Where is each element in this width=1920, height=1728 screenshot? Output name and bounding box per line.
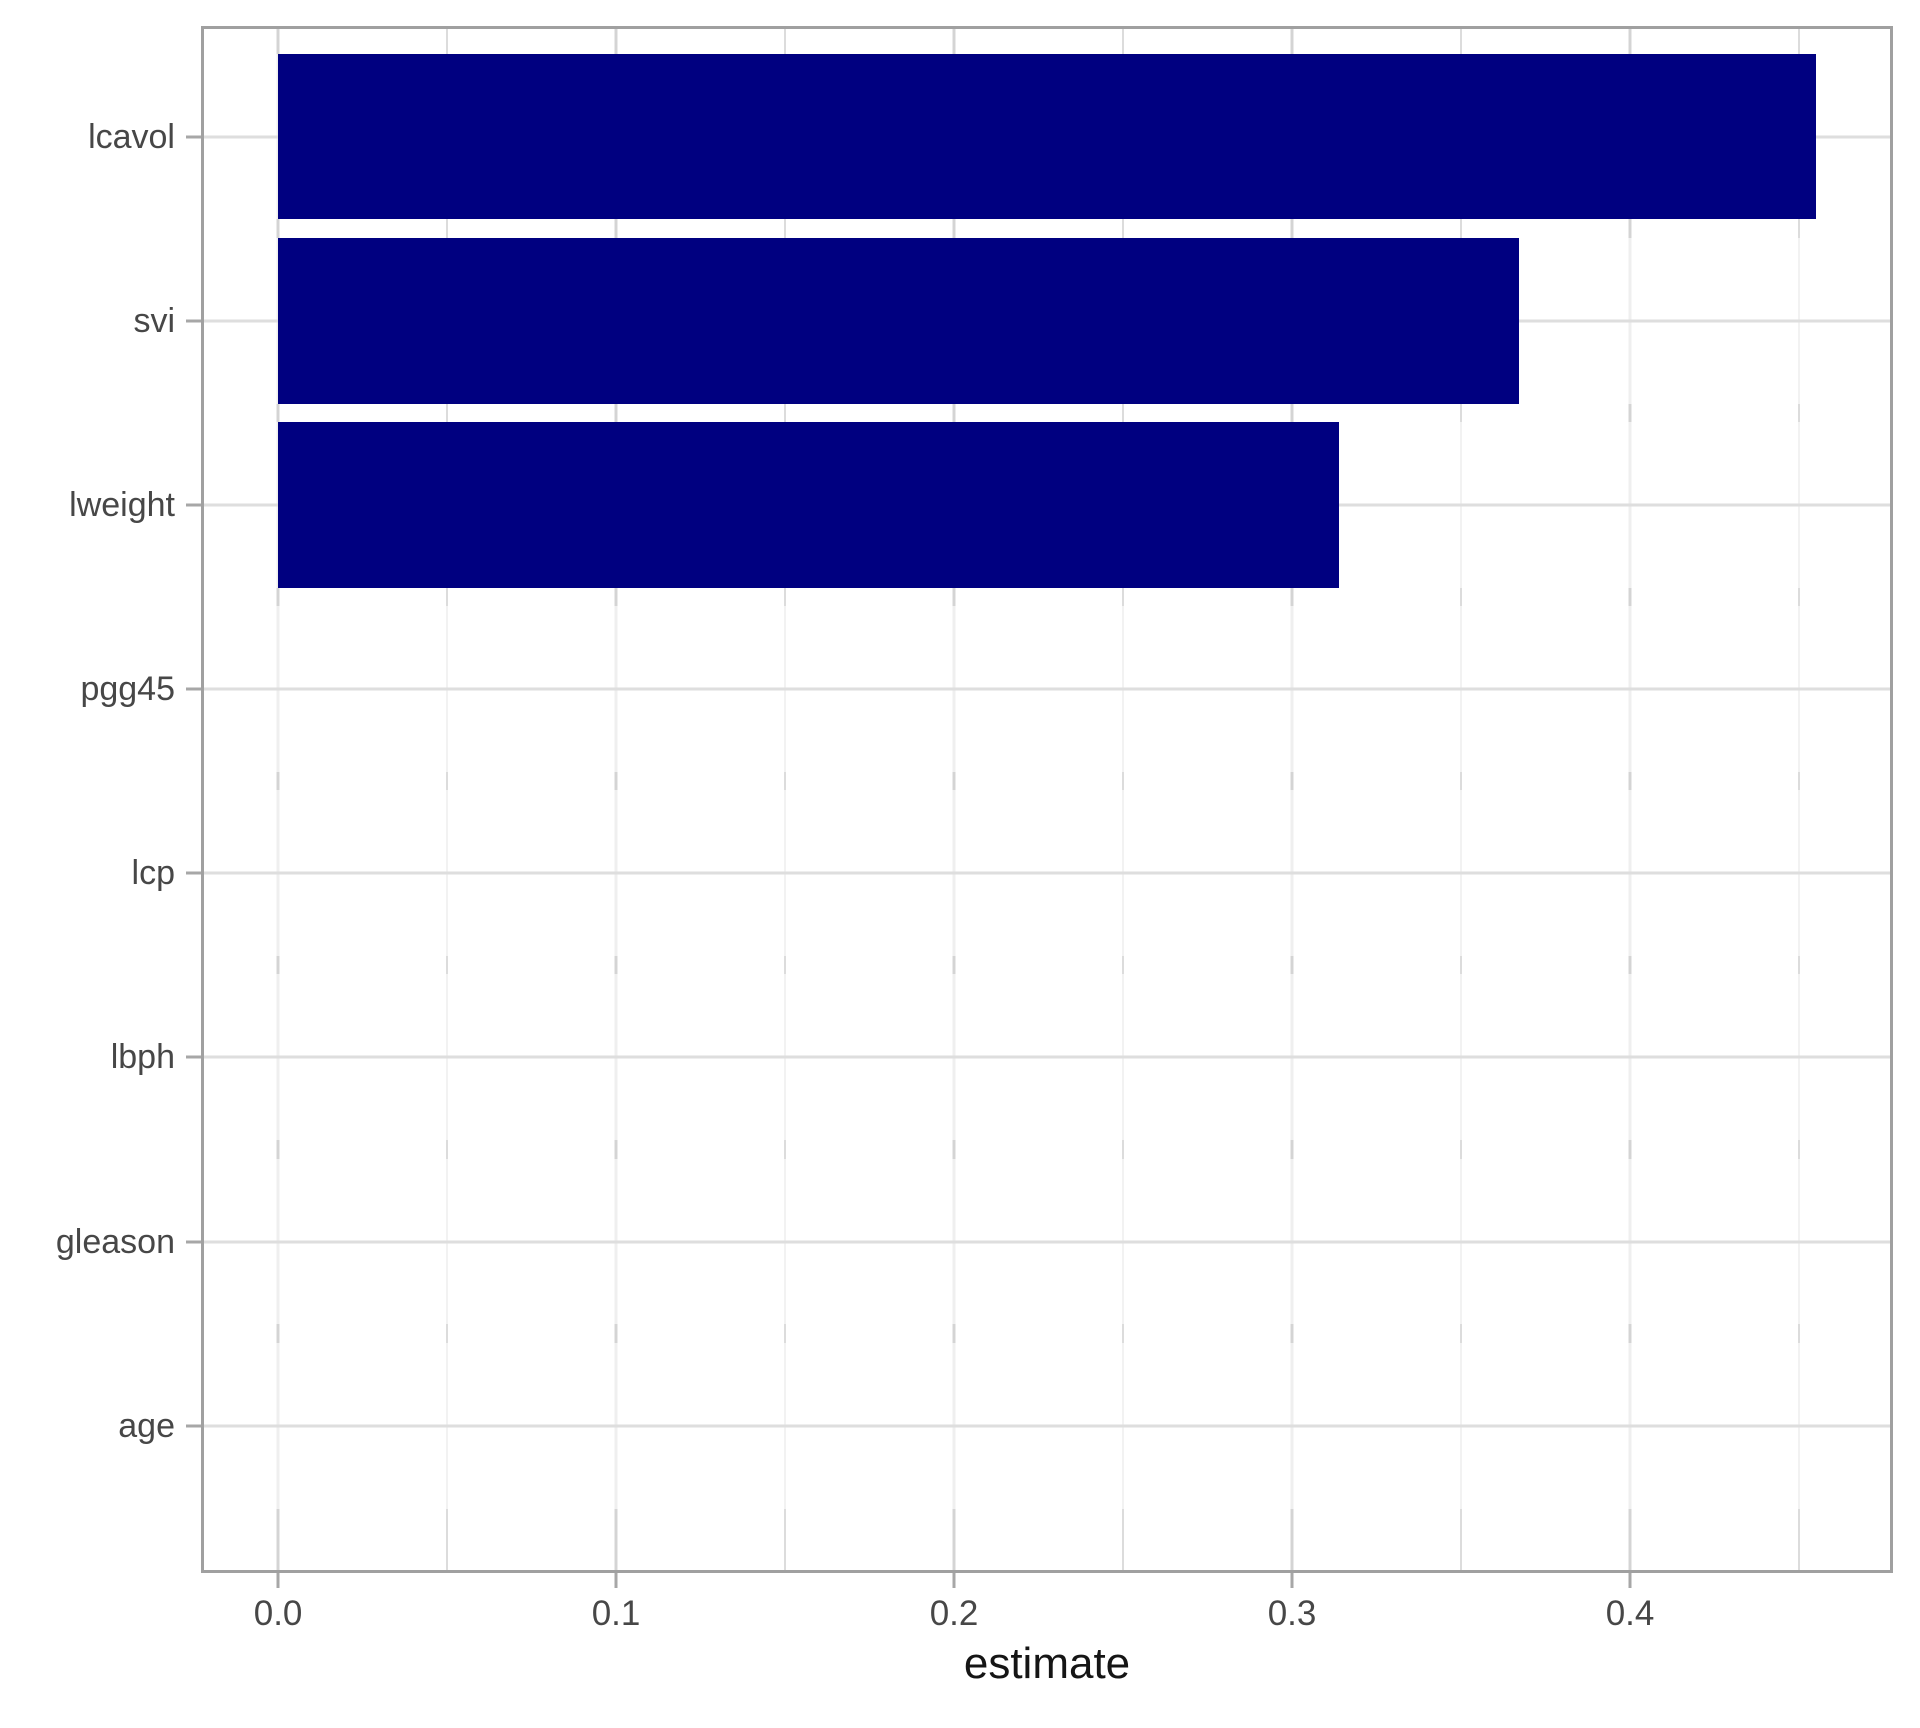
x-tick	[276, 1573, 280, 1588]
bar-lweight	[278, 421, 1340, 588]
x-tick	[1628, 1573, 1632, 1588]
y-tick-label: lcavol	[88, 117, 175, 156]
y-tick	[186, 687, 201, 691]
bar-lcavol	[278, 53, 1816, 220]
y-tick-label: gleason	[55, 1222, 175, 1261]
y-tick-label: age	[118, 1406, 175, 1445]
y-tick	[186, 871, 201, 875]
y-tick-label: pgg45	[80, 670, 175, 708]
y-tick-label: svi	[133, 301, 175, 340]
bar-svi	[278, 237, 1519, 404]
y-tick	[186, 319, 201, 323]
x-tick-label: 0.2	[929, 1594, 979, 1633]
y-tick	[186, 1424, 201, 1428]
y-tick-label: lweight	[69, 485, 175, 524]
y-gridline	[201, 1424, 1893, 1428]
x-axis-title: estimate	[963, 1639, 1131, 1688]
y-gridline	[201, 871, 1893, 875]
y-tick	[186, 1055, 201, 1059]
y-tick-label: lbph	[110, 1038, 175, 1077]
x-tick	[1290, 1573, 1294, 1588]
y-tick	[186, 1240, 201, 1243]
y-tick	[186, 503, 201, 507]
x-tick	[952, 1573, 956, 1588]
x-tick-label: 0.0	[253, 1594, 303, 1633]
y-gridline	[201, 687, 1893, 691]
y-tick-label: lcp	[131, 854, 175, 893]
y-gridline	[201, 1240, 1893, 1243]
x-tick-label: 0.1	[591, 1594, 641, 1633]
x-tick-label: 0.4	[1605, 1594, 1655, 1633]
plot-panel	[201, 26, 1893, 1573]
y-tick	[186, 135, 201, 138]
y-gridline	[201, 1055, 1893, 1059]
x-tick-label: 0.3	[1267, 1594, 1317, 1633]
x-tick	[614, 1573, 618, 1588]
